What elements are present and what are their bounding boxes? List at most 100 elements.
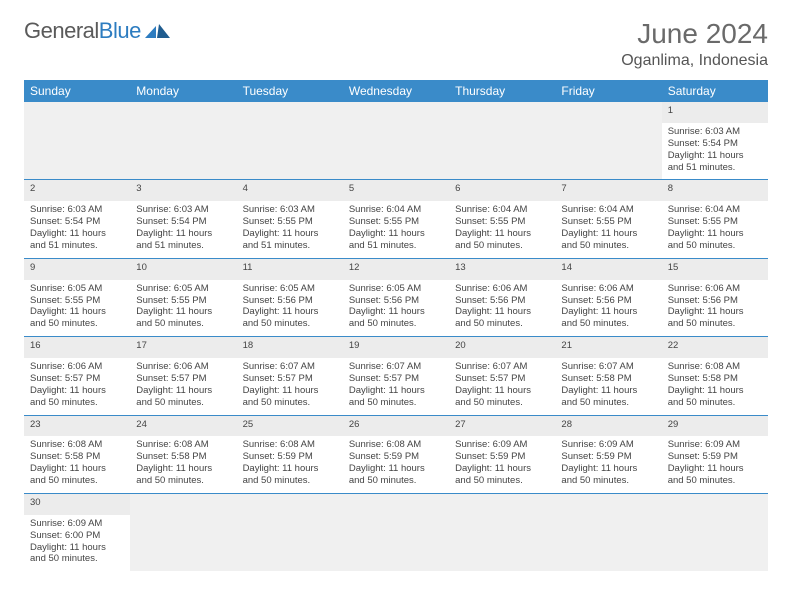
day-number-cell: 21 (555, 337, 661, 358)
day-number-cell: 24 (130, 415, 236, 436)
logo-word-a: General (24, 18, 99, 43)
sunset-line: Sunset: 5:59 PM (561, 451, 655, 463)
day-detail-cell (555, 123, 661, 180)
day-number-cell (449, 102, 555, 123)
daylight-line: Daylight: 11 hours and 50 minutes. (668, 228, 762, 252)
page: GeneralBlue June 2024 Oganlima, Indonesi… (0, 0, 792, 589)
day-detail-cell (662, 515, 768, 572)
sunset-line: Sunset: 5:54 PM (668, 138, 762, 150)
daylight-line: Daylight: 11 hours and 50 minutes. (136, 306, 230, 330)
daylight-line: Daylight: 11 hours and 50 minutes. (668, 306, 762, 330)
sunset-line: Sunset: 5:56 PM (455, 295, 549, 307)
daylight-line: Daylight: 11 hours and 51 minutes. (668, 150, 762, 174)
sunrise-line: Sunrise: 6:05 AM (30, 283, 124, 295)
day-detail-cell: Sunrise: 6:06 AMSunset: 5:56 PMDaylight:… (662, 280, 768, 337)
day-number-cell: 22 (662, 337, 768, 358)
sunset-line: Sunset: 5:55 PM (136, 295, 230, 307)
day-number-cell (555, 102, 661, 123)
sunrise-line: Sunrise: 6:08 AM (668, 361, 762, 373)
sunrise-line: Sunrise: 6:06 AM (136, 361, 230, 373)
day-detail-cell: Sunrise: 6:05 AMSunset: 5:56 PMDaylight:… (237, 280, 343, 337)
sunrise-line: Sunrise: 6:05 AM (349, 283, 443, 295)
sunrise-line: Sunrise: 6:07 AM (349, 361, 443, 373)
daylight-line: Daylight: 11 hours and 51 minutes. (243, 228, 337, 252)
daylight-line: Daylight: 11 hours and 50 minutes. (561, 463, 655, 487)
day-detail-cell: Sunrise: 6:09 AMSunset: 5:59 PMDaylight:… (449, 436, 555, 493)
daylight-line: Daylight: 11 hours and 50 minutes. (349, 385, 443, 409)
sunrise-line: Sunrise: 6:04 AM (349, 204, 443, 216)
day-detail-cell (24, 123, 130, 180)
day-detail-cell: Sunrise: 6:05 AMSunset: 5:55 PMDaylight:… (130, 280, 236, 337)
sunrise-line: Sunrise: 6:07 AM (561, 361, 655, 373)
day-number-cell: 25 (237, 415, 343, 436)
day-number-cell: 8 (662, 180, 768, 201)
day-detail-cell: Sunrise: 6:06 AMSunset: 5:57 PMDaylight:… (130, 358, 236, 415)
sunset-line: Sunset: 5:54 PM (30, 216, 124, 228)
day-number-cell (555, 493, 661, 514)
sunset-line: Sunset: 5:59 PM (243, 451, 337, 463)
day-detail-cell (130, 515, 236, 572)
sunrise-line: Sunrise: 6:07 AM (243, 361, 337, 373)
sunrise-line: Sunrise: 6:03 AM (30, 204, 124, 216)
day-number-cell (237, 493, 343, 514)
sunset-line: Sunset: 5:57 PM (455, 373, 549, 385)
day-detail-cell (237, 123, 343, 180)
day-number-cell: 7 (555, 180, 661, 201)
day-number-cell: 23 (24, 415, 130, 436)
sunset-line: Sunset: 5:59 PM (668, 451, 762, 463)
sunset-line: Sunset: 5:55 PM (455, 216, 549, 228)
daylight-line: Daylight: 11 hours and 50 minutes. (668, 385, 762, 409)
sunset-line: Sunset: 5:55 PM (668, 216, 762, 228)
sunrise-line: Sunrise: 6:06 AM (30, 361, 124, 373)
day-detail-cell: Sunrise: 6:08 AMSunset: 5:58 PMDaylight:… (130, 436, 236, 493)
daylight-line: Daylight: 11 hours and 50 minutes. (243, 306, 337, 330)
daylight-line: Daylight: 11 hours and 50 minutes. (30, 542, 124, 566)
calendar-table: SundayMondayTuesdayWednesdayThursdayFrid… (24, 80, 768, 571)
day-detail-cell: Sunrise: 6:07 AMSunset: 5:57 PMDaylight:… (237, 358, 343, 415)
weekday-header: Thursday (449, 80, 555, 102)
day-number-cell: 30 (24, 493, 130, 514)
day-detail-cell: Sunrise: 6:08 AMSunset: 5:59 PMDaylight:… (343, 436, 449, 493)
sunrise-line: Sunrise: 6:05 AM (243, 283, 337, 295)
logo: GeneralBlue (24, 18, 171, 44)
day-number-cell (24, 102, 130, 123)
sunset-line: Sunset: 5:55 PM (243, 216, 337, 228)
logo-word-b: Blue (99, 18, 141, 43)
sunrise-line: Sunrise: 6:09 AM (455, 439, 549, 451)
sunrise-line: Sunrise: 6:08 AM (243, 439, 337, 451)
sunset-line: Sunset: 5:57 PM (243, 373, 337, 385)
daylight-line: Daylight: 11 hours and 50 minutes. (455, 228, 549, 252)
sunset-line: Sunset: 5:56 PM (561, 295, 655, 307)
sunset-line: Sunset: 5:55 PM (30, 295, 124, 307)
daylight-line: Daylight: 11 hours and 50 minutes. (455, 463, 549, 487)
weekday-header: Tuesday (237, 80, 343, 102)
sunset-line: Sunset: 5:56 PM (349, 295, 443, 307)
day-detail-cell: Sunrise: 6:07 AMSunset: 5:58 PMDaylight:… (555, 358, 661, 415)
day-number-cell: 28 (555, 415, 661, 436)
day-number-cell (343, 493, 449, 514)
day-detail-cell: Sunrise: 6:06 AMSunset: 5:56 PMDaylight:… (555, 280, 661, 337)
day-number-cell: 4 (237, 180, 343, 201)
daylight-line: Daylight: 11 hours and 50 minutes. (455, 306, 549, 330)
day-number-cell: 17 (130, 337, 236, 358)
daylight-line: Daylight: 11 hours and 50 minutes. (561, 228, 655, 252)
day-detail-cell: Sunrise: 6:03 AMSunset: 5:55 PMDaylight:… (237, 201, 343, 258)
calendar-body: 1 Sunrise: 6:03 AMSunset: 5:54 PMDayligh… (24, 102, 768, 571)
sunset-line: Sunset: 5:54 PM (136, 216, 230, 228)
sunset-line: Sunset: 5:58 PM (136, 451, 230, 463)
weekday-header: Monday (130, 80, 236, 102)
daylight-line: Daylight: 11 hours and 50 minutes. (243, 385, 337, 409)
day-number-cell: 13 (449, 258, 555, 279)
day-detail-cell: Sunrise: 6:07 AMSunset: 5:57 PMDaylight:… (343, 358, 449, 415)
daylight-line: Daylight: 11 hours and 50 minutes. (455, 385, 549, 409)
day-detail-cell: Sunrise: 6:06 AMSunset: 5:57 PMDaylight:… (24, 358, 130, 415)
day-number-cell: 27 (449, 415, 555, 436)
day-number-cell: 15 (662, 258, 768, 279)
day-detail-cell (449, 123, 555, 180)
day-number-cell: 14 (555, 258, 661, 279)
day-number-cell: 20 (449, 337, 555, 358)
logo-mark-icon (145, 22, 171, 40)
day-detail-cell (343, 515, 449, 572)
daylight-line: Daylight: 11 hours and 50 minutes. (30, 385, 124, 409)
day-detail-cell: Sunrise: 6:09 AMSunset: 6:00 PMDaylight:… (24, 515, 130, 572)
